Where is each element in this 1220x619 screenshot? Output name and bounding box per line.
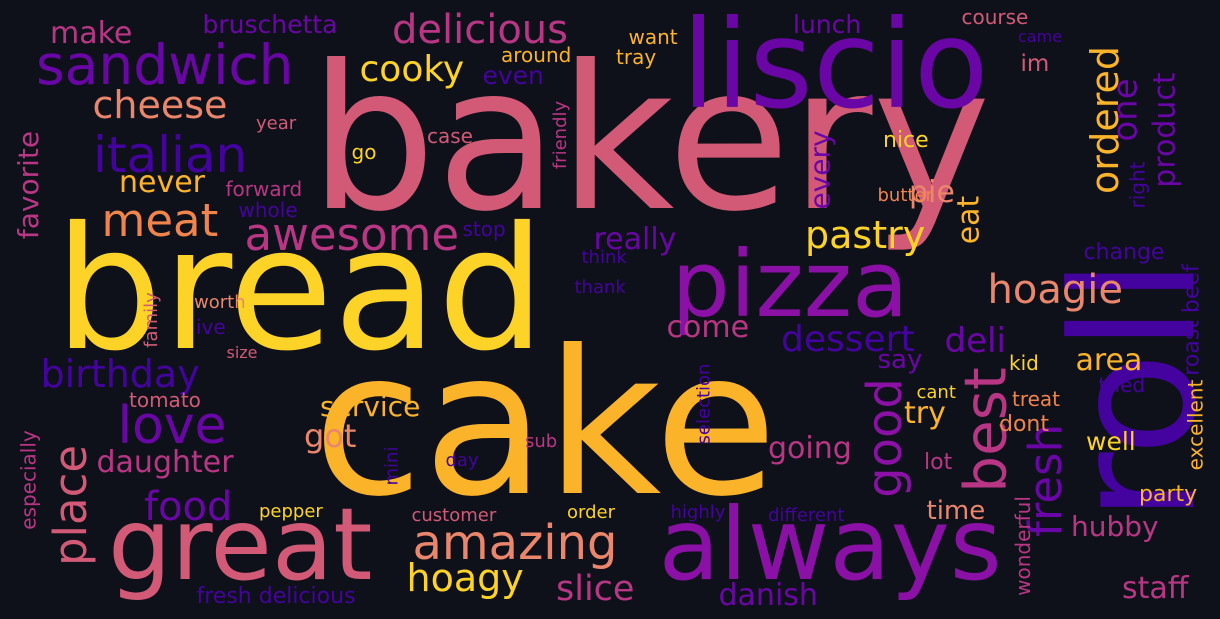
word-highly: highly xyxy=(670,502,726,523)
word-treat: treat xyxy=(1012,387,1061,411)
word-whole: whole xyxy=(238,198,298,222)
word-mini: mini xyxy=(380,446,402,486)
word-service: service xyxy=(320,390,421,423)
word-one: one xyxy=(1105,78,1146,142)
word-danish: danish xyxy=(718,578,818,613)
word-fresh-delicious: fresh delicious xyxy=(196,584,356,609)
word-well: well xyxy=(1086,426,1136,456)
word-customer: customer xyxy=(411,505,497,526)
word-amazing: amazing xyxy=(412,515,618,571)
word-place: place xyxy=(43,444,97,566)
word-awesome: awesome xyxy=(244,207,460,261)
word-time: time xyxy=(926,496,986,526)
word-think: think xyxy=(581,247,627,268)
word-butter: butter xyxy=(877,185,933,206)
word-really: really xyxy=(593,222,677,257)
word-great: great xyxy=(108,486,373,603)
word-year: year xyxy=(256,113,297,134)
word-sub: sub xyxy=(525,431,558,452)
word-birthday: birthday xyxy=(40,352,200,396)
word-pizza: pizza xyxy=(671,231,909,338)
word-deli: deli xyxy=(944,321,1006,361)
word-italian: italian xyxy=(93,126,248,184)
word-product: product xyxy=(1147,72,1183,188)
word-got: got xyxy=(304,417,357,455)
word-hoagie: hoagie xyxy=(987,267,1123,313)
word-come: come xyxy=(666,310,750,345)
word-cheese: cheese xyxy=(92,83,228,127)
word-pastry: pastry xyxy=(805,213,926,257)
word-im: im xyxy=(1020,50,1050,77)
word-right: right xyxy=(1125,161,1149,209)
word-try: try xyxy=(904,396,946,431)
word-pie: pie xyxy=(909,175,955,210)
word-cooky: cooky xyxy=(359,49,465,90)
word-pepper: pepper xyxy=(259,501,323,522)
word-always: always xyxy=(658,486,1002,603)
word-favorite: favorite xyxy=(12,130,46,240)
word-friendly: friendly xyxy=(550,100,572,170)
word-area: area xyxy=(1075,343,1143,378)
word-love: love xyxy=(117,396,227,456)
word-good: good xyxy=(856,378,913,498)
word-day: day xyxy=(445,450,479,471)
word-party: party xyxy=(1139,482,1198,507)
word-cake: cake xyxy=(313,308,778,541)
word-bread: bread xyxy=(54,191,546,389)
word-go: go xyxy=(351,140,377,164)
word-course: course xyxy=(961,5,1029,29)
word-make: make xyxy=(50,16,133,51)
word-delicious: delicious xyxy=(392,7,568,53)
word-going: going xyxy=(768,431,852,466)
word-ive: ive xyxy=(196,315,226,339)
word-eat: eat xyxy=(950,195,986,245)
word-want: want xyxy=(628,25,678,49)
word-tomato: tomato xyxy=(129,388,201,412)
word-daughter: daughter xyxy=(96,445,234,480)
word-selection: selection xyxy=(692,363,714,445)
word-dont: dont xyxy=(999,412,1049,437)
word-worth: worth xyxy=(194,292,246,313)
word-lot: lot xyxy=(924,450,953,475)
word-hubby: hubby xyxy=(1071,510,1159,543)
word-meat: meat xyxy=(101,193,219,247)
word-staff: staff xyxy=(1122,571,1189,606)
word-stop: stop xyxy=(462,217,506,241)
word-forward: forward xyxy=(225,177,303,201)
word-dessert: dessert xyxy=(781,319,915,360)
word-kid: kid xyxy=(1009,351,1039,375)
word-even: even xyxy=(482,60,544,90)
word-thank: thank xyxy=(574,277,626,298)
word-order: order xyxy=(567,502,615,523)
word-around: around xyxy=(501,43,572,67)
word-sandwich: sandwich xyxy=(36,32,294,97)
word-change: change xyxy=(1083,240,1165,265)
word-different: different xyxy=(768,505,845,526)
word-say: say xyxy=(877,345,923,375)
word-hoagy: hoagy xyxy=(406,556,524,600)
word-bakery: bakery xyxy=(309,23,991,256)
word-came: came xyxy=(1018,27,1063,46)
word-cant: cant xyxy=(916,382,956,403)
word-liscio: liscio xyxy=(681,0,989,136)
word-especially: especially xyxy=(16,430,41,530)
word-tried: tried xyxy=(1098,373,1146,397)
word-bruschetta: bruschetta xyxy=(202,9,338,39)
word-excellent: excellent xyxy=(1182,379,1207,471)
word-roast-beef: roast beef xyxy=(1179,264,1205,376)
word-tray: tray xyxy=(616,45,657,69)
word-never: never xyxy=(119,165,206,200)
word-slice: slice xyxy=(556,568,635,609)
word-lunch: lunch xyxy=(793,9,862,39)
word-nice: nice xyxy=(883,128,929,153)
word-wonderful: wonderful xyxy=(1010,496,1035,596)
word-every: every xyxy=(803,130,837,210)
word-size: size xyxy=(226,343,258,362)
word-food: food xyxy=(144,484,233,530)
word-family: family xyxy=(140,292,162,348)
word-case: case xyxy=(427,124,473,148)
